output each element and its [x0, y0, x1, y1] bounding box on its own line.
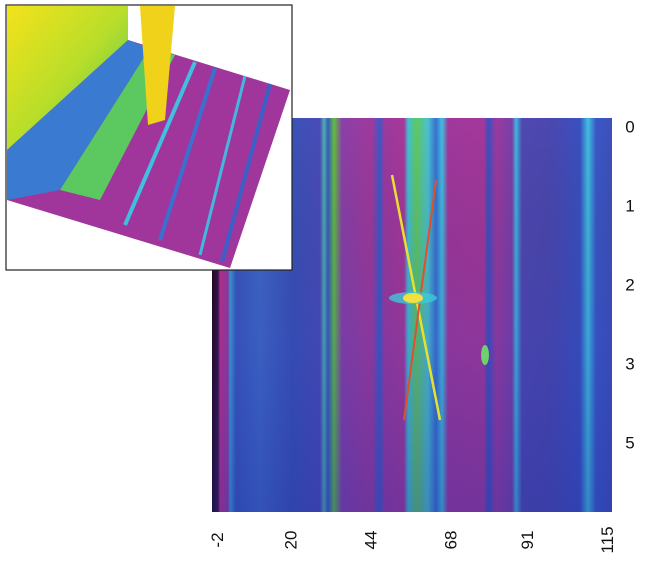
axis-labels: -2 20 44 68 91 115 0 1 2 3 5 — [208, 117, 635, 553]
y-tick-label: 5 — [625, 433, 634, 452]
inset-ridge — [198, 75, 247, 256]
inset-band — [7, 40, 150, 200]
x-tick-label: 68 — [441, 531, 460, 550]
inset-wall — [7, 6, 128, 150]
y-tick-label: 1 — [625, 196, 634, 215]
feature-spot — [403, 293, 423, 303]
inset-ridge — [158, 67, 217, 241]
feature-spot — [481, 345, 489, 365]
x-tick-label: 20 — [281, 531, 300, 550]
x-tick-label: 44 — [361, 531, 380, 550]
y-tick-label: 0 — [625, 117, 634, 136]
inset-ridge — [123, 61, 197, 226]
inset-3d-view — [5, 4, 293, 271]
inset-spike — [140, 6, 175, 125]
y-tick-label: 2 — [625, 275, 634, 294]
x-tick-label: 115 — [598, 526, 617, 553]
x-tick-label: 91 — [518, 531, 537, 550]
y-tick-label: 3 — [625, 354, 634, 373]
inset-ridge — [220, 83, 272, 263]
x-tick-label: -2 — [208, 532, 227, 547]
